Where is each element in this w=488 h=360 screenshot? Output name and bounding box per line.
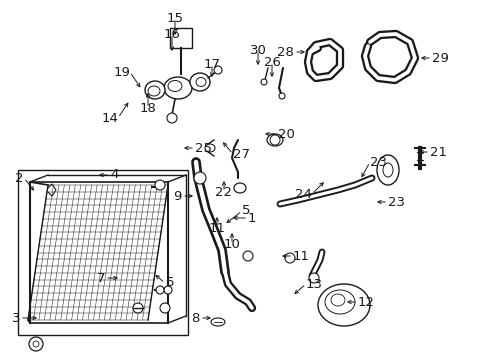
Text: 14: 14 — [101, 112, 118, 125]
Text: 18: 18 — [139, 102, 156, 114]
Ellipse shape — [330, 294, 345, 306]
Text: 9: 9 — [173, 189, 182, 202]
Text: 16: 16 — [163, 27, 180, 40]
Circle shape — [29, 337, 43, 351]
Ellipse shape — [168, 81, 182, 91]
Text: 21: 21 — [429, 145, 446, 158]
Circle shape — [133, 303, 142, 313]
Text: 20: 20 — [278, 127, 294, 140]
Text: 4: 4 — [110, 168, 118, 181]
Circle shape — [243, 251, 252, 261]
Circle shape — [33, 341, 39, 347]
Circle shape — [167, 113, 177, 123]
Text: 11: 11 — [208, 221, 225, 234]
Ellipse shape — [210, 318, 224, 326]
Circle shape — [155, 180, 164, 190]
Text: 24: 24 — [295, 188, 311, 201]
Ellipse shape — [148, 86, 160, 96]
Text: 5: 5 — [242, 204, 250, 217]
Ellipse shape — [204, 144, 215, 152]
Text: 23: 23 — [369, 156, 386, 168]
Ellipse shape — [382, 163, 392, 177]
Circle shape — [163, 286, 172, 294]
Circle shape — [285, 253, 294, 263]
Text: 7: 7 — [96, 271, 105, 284]
Text: 28: 28 — [277, 45, 293, 58]
Ellipse shape — [163, 77, 192, 99]
Circle shape — [279, 93, 285, 99]
Circle shape — [308, 273, 318, 283]
Text: 23: 23 — [387, 195, 404, 208]
Text: 15: 15 — [166, 12, 183, 24]
Ellipse shape — [145, 81, 164, 99]
Text: 11: 11 — [292, 249, 309, 262]
Circle shape — [160, 303, 170, 313]
Text: 1: 1 — [247, 211, 256, 225]
Ellipse shape — [234, 183, 245, 193]
Circle shape — [214, 66, 222, 74]
Ellipse shape — [325, 290, 354, 314]
Ellipse shape — [376, 155, 398, 185]
Text: 12: 12 — [357, 296, 374, 309]
Text: 10: 10 — [223, 238, 240, 251]
Circle shape — [194, 172, 205, 184]
Text: 27: 27 — [232, 148, 249, 161]
Circle shape — [261, 79, 266, 85]
Ellipse shape — [317, 284, 369, 326]
Ellipse shape — [196, 77, 205, 86]
Text: 17: 17 — [203, 58, 220, 71]
Text: 19: 19 — [113, 66, 130, 78]
FancyBboxPatch shape — [170, 28, 192, 48]
Bar — [18, 170, 187, 335]
Text: 8: 8 — [191, 311, 200, 324]
Text: 25: 25 — [195, 141, 212, 154]
Ellipse shape — [266, 134, 283, 146]
Ellipse shape — [190, 73, 209, 91]
Text: 2: 2 — [16, 171, 24, 184]
Text: 30: 30 — [249, 44, 266, 57]
Text: 26: 26 — [263, 55, 280, 68]
Text: 13: 13 — [305, 278, 323, 291]
Circle shape — [156, 286, 163, 294]
Text: 22: 22 — [215, 185, 232, 198]
Text: 3: 3 — [12, 311, 20, 324]
Text: 29: 29 — [431, 51, 448, 64]
Circle shape — [269, 135, 280, 145]
Text: 6: 6 — [164, 276, 173, 289]
